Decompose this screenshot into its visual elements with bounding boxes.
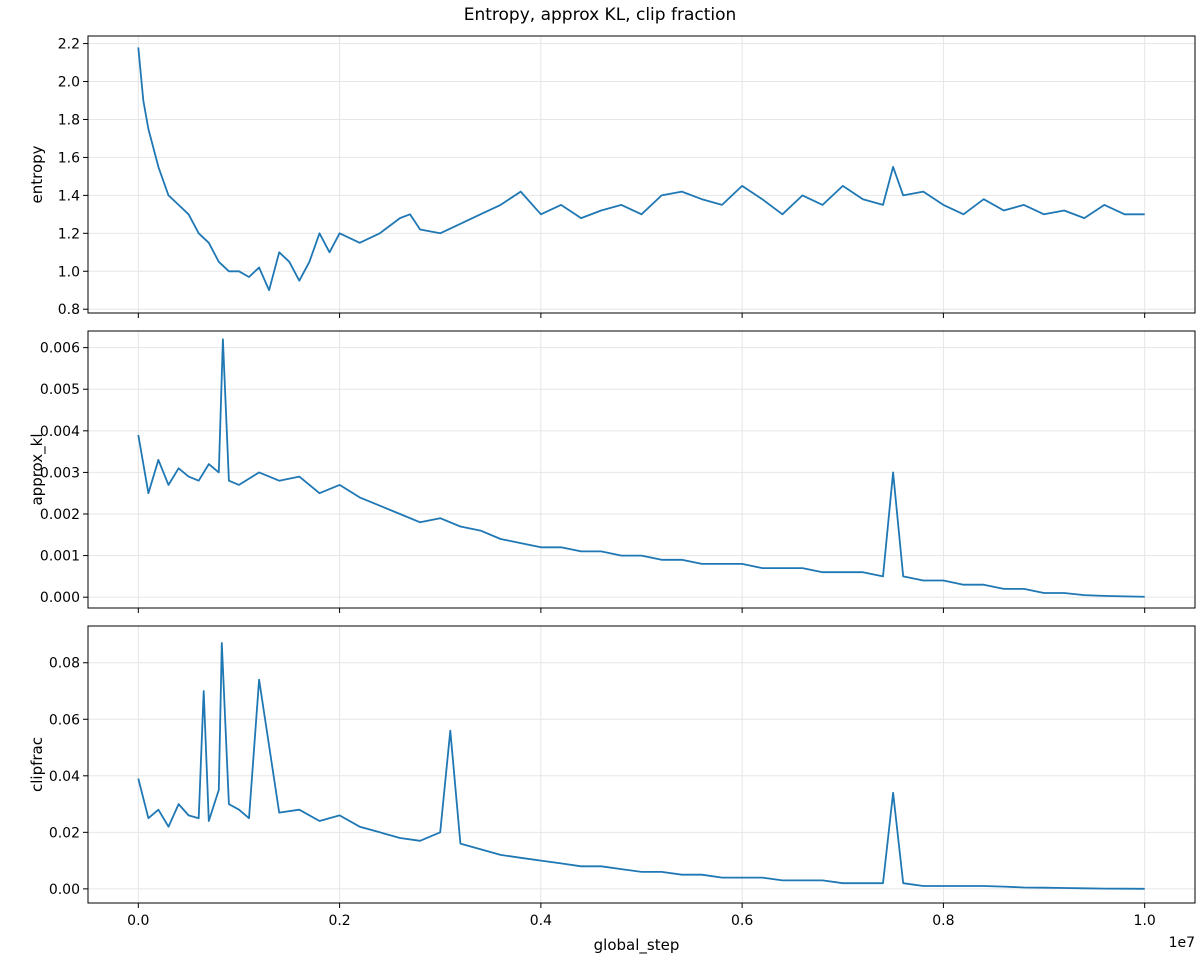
y-tick-label: 2.2 [58,37,80,53]
y-tick-label: 0.04 [49,769,80,785]
y-tick-label: 0.08 [49,656,80,672]
y-tick-label: 0.005 [40,382,80,398]
series-line-entropy [137,47,1145,292]
y-tick-label: 0.001 [40,549,80,565]
y-tick-label: 0.00 [49,882,80,898]
axes-frame [87,35,1196,314]
y-tick-label: 0.8 [58,302,80,318]
y-tick-label: 1.2 [58,226,80,242]
y-axis-label: entropy [28,145,46,203]
x-tick-label: 0.8 [932,913,954,929]
x-tick-label: 0.2 [328,913,350,929]
series-line-approx-kl [137,338,1145,598]
figure-title: Entropy, approx KL, clip fraction [464,5,737,25]
y-tick-label: 0.02 [49,825,80,841]
axes-frame [87,625,1196,904]
x-tick-label: 0.4 [530,913,552,929]
y-tick-label: 0.004 [40,424,80,440]
x-tick-label: 0.6 [731,913,753,929]
x-offset-label: 1e7 [1169,935,1195,951]
x-tick-label: 1.0 [1134,913,1156,929]
panel-clipfrac: 0.00 0.02 0.04 0.06 0.08 0.0 0.2 0.4 0.6 0.8 1.0 cl… [28,625,1196,955]
y-tick-label: 1.0 [58,264,80,280]
y-tick-label: 1.8 [58,112,80,128]
x-axis-label: global_step [594,936,680,955]
panel-entropy: 0.8 1.0 1.2 1.4 1.6 1.8 2.0 2.2 entropy [28,35,1196,318]
panel-approx-kl: 0.000 0.001 0.002 0.003 0.004 0.005 0.006 appro… [28,330,1196,613]
y-tick-label: 0.006 [40,341,80,357]
y-tick-label: 0.06 [49,712,80,728]
y-tick-label: 0.003 [40,465,80,481]
y-tick-label: 1.4 [58,188,80,204]
y-tick-label: 0.000 [40,590,80,606]
y-axis-label: approx_kl [28,433,47,505]
y-axis-label: clipfrac [28,737,46,792]
series-line-clipfrac [137,642,1145,890]
axes-frame [87,330,1196,609]
y-tick-label: 1.6 [58,150,80,166]
y-tick-label: 0.002 [40,507,80,523]
y-tick-label: 2.0 [58,75,80,91]
x-tick-label: 0.0 [127,913,149,929]
